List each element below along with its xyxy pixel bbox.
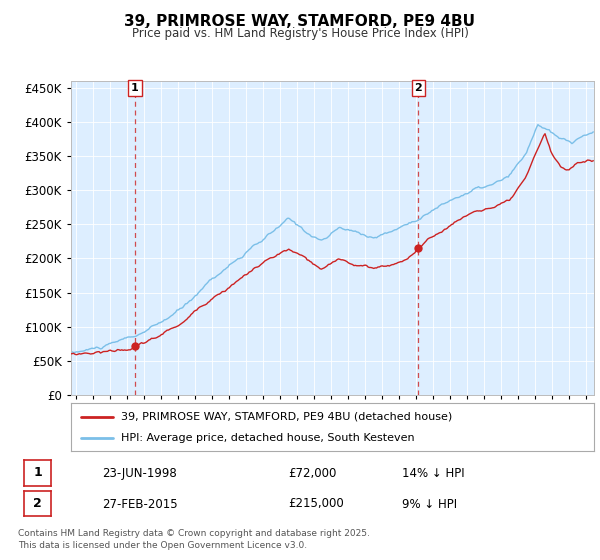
Text: 23-JUN-1998: 23-JUN-1998 <box>102 466 177 480</box>
Text: HPI: Average price, detached house, South Kesteven: HPI: Average price, detached house, Sout… <box>121 433 414 444</box>
Text: 1: 1 <box>33 466 42 479</box>
Text: 39, PRIMROSE WAY, STAMFORD, PE9 4BU (detached house): 39, PRIMROSE WAY, STAMFORD, PE9 4BU (det… <box>121 412 452 422</box>
Text: 2: 2 <box>415 83 422 93</box>
Text: 2: 2 <box>33 497 42 510</box>
Text: 14% ↓ HPI: 14% ↓ HPI <box>402 466 464 480</box>
Text: £215,000: £215,000 <box>288 497 344 511</box>
Text: 27-FEB-2015: 27-FEB-2015 <box>102 497 178 511</box>
Text: 39, PRIMROSE WAY, STAMFORD, PE9 4BU: 39, PRIMROSE WAY, STAMFORD, PE9 4BU <box>125 14 476 29</box>
Text: Price paid vs. HM Land Registry's House Price Index (HPI): Price paid vs. HM Land Registry's House … <box>131 27 469 40</box>
Text: Contains HM Land Registry data © Crown copyright and database right 2025.
This d: Contains HM Land Registry data © Crown c… <box>18 529 370 550</box>
Text: £72,000: £72,000 <box>288 466 337 480</box>
Text: 1: 1 <box>131 83 139 93</box>
Text: 9% ↓ HPI: 9% ↓ HPI <box>402 497 457 511</box>
